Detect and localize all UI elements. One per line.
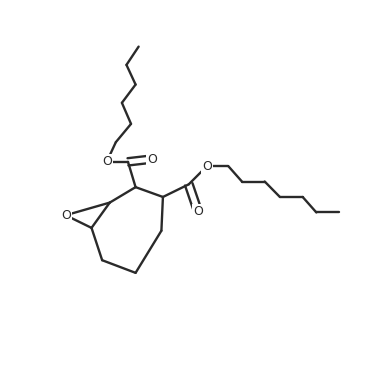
Text: O: O (202, 160, 212, 173)
Text: O: O (102, 155, 112, 168)
Text: O: O (193, 204, 203, 218)
Text: O: O (147, 153, 157, 166)
Text: O: O (61, 209, 71, 222)
